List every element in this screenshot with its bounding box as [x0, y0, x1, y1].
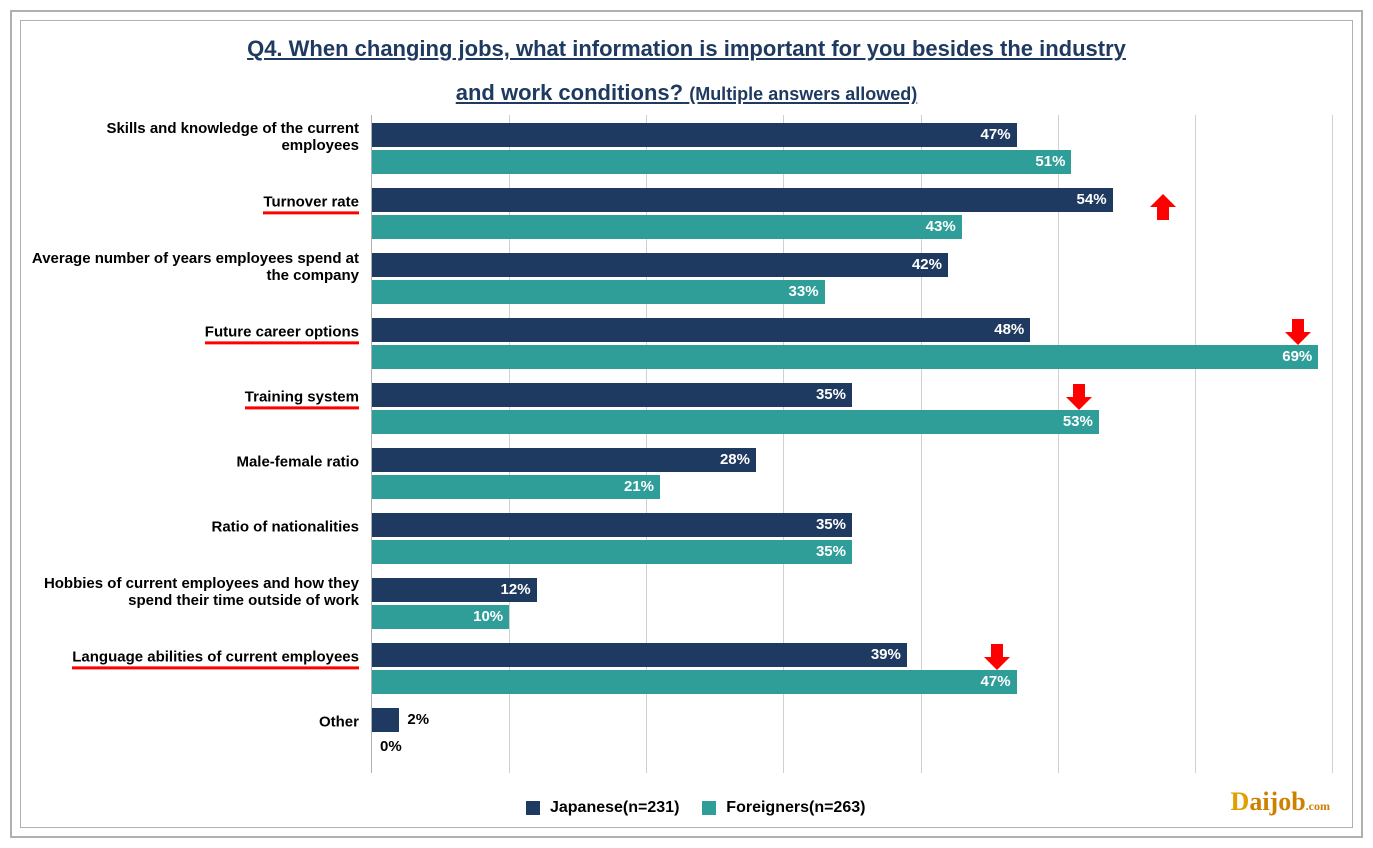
category-label: Hobbies of current employees and how the… — [29, 575, 359, 610]
bar: 43% — [372, 215, 962, 239]
plot-area: 47% 51% 54% 43% 42% 33% 48% 69% 35% 53% 28% 21% 35% 3… — [371, 115, 1332, 773]
chart-title: Q4. When changing jobs, what information… — [21, 21, 1352, 115]
logo-com: .com — [1306, 799, 1330, 813]
bar-value: 54% — [1077, 188, 1107, 212]
bar: 28% — [372, 448, 756, 472]
title-line-1: Q4. When changing jobs, what information… — [247, 36, 1126, 61]
category-label: Language abilities of current employees — [29, 648, 359, 665]
category-labels-column: Skills and knowledge of the current empl… — [21, 115, 371, 773]
legend-label-japanese: Japanese(n=231) — [550, 799, 679, 816]
bar-value: 33% — [789, 280, 819, 304]
legend-label-foreigners: Foreigners(n=263) — [726, 799, 865, 816]
bar: 51% — [372, 150, 1071, 174]
bar-value: 2% — [407, 708, 429, 732]
bar: 35% — [372, 383, 852, 407]
bar-value: 48% — [994, 318, 1024, 342]
arrow-down-icon — [1064, 382, 1094, 412]
bar-value: 47% — [981, 123, 1011, 147]
category-label: Ratio of nationalities — [29, 518, 359, 535]
chart-container: Q4. When changing jobs, what information… — [20, 20, 1353, 828]
category-label: Training system — [29, 388, 359, 405]
bar-value: 21% — [624, 475, 654, 499]
category-label: Male-female ratio — [29, 453, 359, 470]
bar-value: 43% — [926, 215, 956, 239]
bar — [372, 708, 399, 732]
grid-line — [1195, 115, 1196, 773]
logo-d: D — [1231, 787, 1250, 816]
outer-frame: Q4. When changing jobs, what information… — [10, 10, 1363, 838]
bar: 33% — [372, 280, 825, 304]
bar-value: 42% — [912, 253, 942, 277]
bar-value: 0% — [380, 735, 402, 759]
bar-value: 47% — [981, 670, 1011, 694]
logo-rest: aijob — [1249, 787, 1305, 816]
bar-value: 35% — [816, 540, 846, 564]
bar: 47% — [372, 670, 1017, 694]
category-label: Skills and knowledge of the current empl… — [29, 120, 359, 155]
page: Q4. When changing jobs, what information… — [0, 0, 1373, 848]
category-label: Other — [29, 713, 359, 730]
chart-area: Skills and knowledge of the current empl… — [21, 115, 1352, 791]
title-suffix: (Multiple answers allowed) — [689, 84, 917, 104]
arrow-down-icon — [982, 642, 1012, 672]
bar-value: 69% — [1282, 345, 1312, 369]
bar-value: 28% — [720, 448, 750, 472]
category-label: Future career options — [29, 323, 359, 340]
legend-swatch-japanese — [526, 801, 540, 815]
bar: 69% — [372, 345, 1318, 369]
bar-value: 39% — [871, 643, 901, 667]
bar: 42% — [372, 253, 948, 277]
bar: 21% — [372, 475, 660, 499]
arrow-down-icon — [1283, 317, 1313, 347]
grid-line — [1332, 115, 1333, 773]
bar: 47% — [372, 123, 1017, 147]
bar-value: 53% — [1063, 410, 1093, 434]
bar: 35% — [372, 513, 852, 537]
category-label: Average number of years employees spend … — [29, 250, 359, 285]
bar-value: 35% — [816, 383, 846, 407]
bar-value: 51% — [1035, 150, 1065, 174]
bar: 53% — [372, 410, 1099, 434]
bar: 48% — [372, 318, 1030, 342]
daijob-logo: Daijob.com — [1231, 787, 1330, 817]
bar-value: 12% — [501, 578, 531, 602]
arrow-up-icon — [1148, 192, 1178, 222]
title-line-2: and work conditions? — [456, 80, 683, 105]
bar: 54% — [372, 188, 1113, 212]
category-label: Turnover rate — [29, 193, 359, 210]
legend: Japanese(n=231) Foreigners(n=263) — [21, 791, 1352, 827]
bar: 10% — [372, 605, 509, 629]
grid-line — [1058, 115, 1059, 773]
bar: 39% — [372, 643, 907, 667]
bar: 12% — [372, 578, 537, 602]
bar: 35% — [372, 540, 852, 564]
bar-value: 35% — [816, 513, 846, 537]
legend-swatch-foreigners — [702, 801, 716, 815]
bar-value: 10% — [473, 605, 503, 629]
